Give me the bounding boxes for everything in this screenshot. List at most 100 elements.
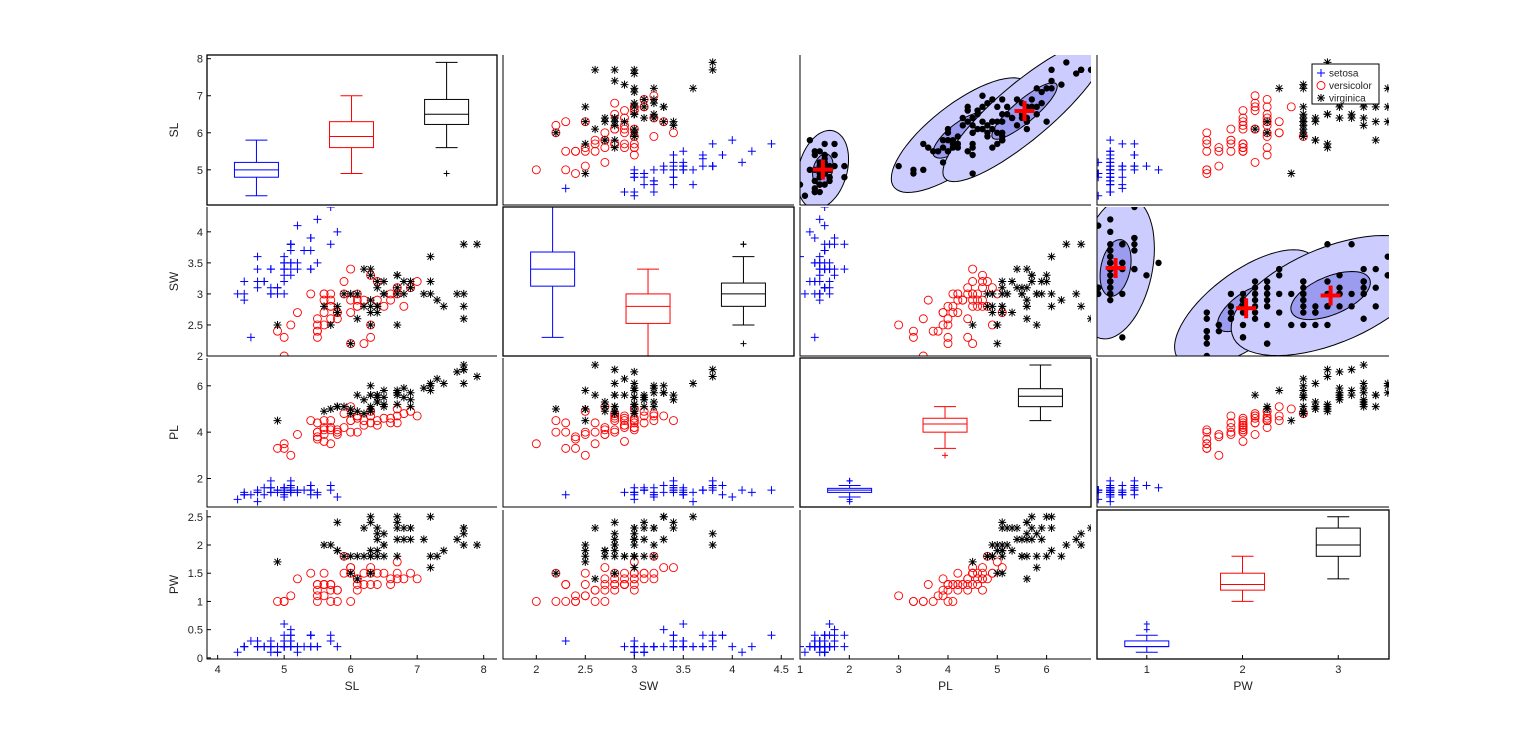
x-tick-label: 1 [1144, 664, 1150, 676]
panel-axes [1096, 207, 1389, 357]
panel-content [233, 207, 482, 356]
point-virginica [610, 136, 619, 145]
point-virginica [1360, 278, 1367, 285]
point-virginica [346, 404, 355, 413]
point-virginica [1077, 540, 1086, 549]
point-setosa [1106, 173, 1115, 182]
point-virginica [993, 569, 1002, 578]
point-versicolor [293, 574, 302, 584]
panel-axes [206, 358, 497, 508]
point-versicolor [968, 295, 978, 305]
point-versicolor [1238, 120, 1248, 130]
point-versicolor [1238, 427, 1248, 437]
y-axis-label-SW: SW [167, 271, 181, 291]
point-setosa [1118, 184, 1127, 193]
point-versicolor [1263, 290, 1271, 298]
point-versicolor [963, 574, 973, 584]
legend-entry-versicolor: versicolor [1329, 81, 1372, 92]
boxplot-versicolor [625, 268, 671, 356]
point-virginica [998, 546, 1007, 555]
point-versicolor [1226, 411, 1236, 421]
point-virginica [393, 283, 402, 292]
panel-SL-vs-SL [206, 54, 498, 206]
point-setosa [1107, 278, 1114, 285]
point-virginica [1022, 302, 1031, 311]
point-versicolor [352, 585, 362, 595]
point-versicolor [312, 427, 322, 437]
point-setosa [1107, 247, 1114, 254]
point-virginica [649, 113, 658, 122]
point-virginica [998, 302, 1007, 311]
point-versicolor [551, 416, 561, 426]
point-virginica [1312, 303, 1319, 310]
point-setosa [767, 486, 776, 495]
point-versicolor [1262, 102, 1272, 112]
point-versicolor [938, 585, 948, 595]
point-setosa [747, 642, 756, 651]
panel-axes [799, 55, 1091, 206]
point-versicolor [312, 332, 322, 342]
panel-content [827, 364, 1063, 505]
point-virginica [373, 283, 382, 292]
y-axis-label-SL: SL [167, 122, 181, 137]
mean-cross-setosa [1105, 257, 1126, 278]
point-virginica [630, 409, 639, 418]
point-virginica [1022, 283, 1031, 292]
point-setosa [689, 642, 698, 651]
point-setosa [280, 271, 289, 280]
point-versicolor [279, 439, 289, 449]
point-virginica [600, 117, 609, 126]
point-versicolor [620, 143, 629, 153]
point-virginica [1383, 388, 1389, 397]
point-versicolor [610, 98, 620, 108]
point-versicolor [968, 339, 978, 349]
point-virginica [366, 569, 375, 578]
point-setosa [821, 181, 828, 188]
point-versicolor [963, 332, 973, 342]
point-versicolor [895, 162, 902, 170]
point-versicolor [943, 332, 953, 342]
point-setosa [689, 180, 698, 189]
point-virginica [659, 512, 668, 521]
point-setosa [718, 151, 727, 159]
point-virginica [359, 552, 368, 561]
point-virginica [969, 170, 976, 177]
point-virginica [1008, 546, 1017, 555]
point-versicolor [326, 439, 336, 449]
point-virginica [1359, 102, 1368, 111]
point-virginica [366, 265, 375, 274]
point-virginica [649, 84, 658, 93]
point-versicolor [620, 413, 629, 423]
boxplot-virginica [1315, 516, 1361, 580]
point-setosa [1118, 165, 1127, 174]
point-versicolor [1288, 290, 1295, 298]
box [329, 121, 375, 149]
point-versicolor [1251, 278, 1259, 285]
point-virginica [1347, 365, 1356, 374]
point-virginica [640, 391, 649, 400]
point-virginica [989, 125, 996, 133]
point-versicolor [933, 326, 943, 336]
point-setosa [640, 169, 649, 178]
point-versicolor [312, 591, 322, 601]
point-setosa [816, 148, 823, 155]
point-virginica [320, 302, 329, 311]
point-versicolor [1251, 309, 1259, 316]
point-virginica [366, 512, 375, 521]
point-virginica [373, 393, 382, 402]
point-versicolor [319, 580, 329, 589]
point-versicolor [969, 144, 976, 151]
point-versicolor [332, 585, 342, 595]
point-virginica [591, 574, 600, 583]
point-virginica [1299, 374, 1308, 383]
panel-axes [1096, 55, 1389, 206]
point-setosa [326, 207, 335, 211]
point-virginica [610, 402, 619, 411]
point-versicolor [306, 568, 316, 578]
y-tick-label: 4 [197, 427, 203, 439]
panel-PW-vs-PW [1096, 509, 1390, 660]
point-virginica [1372, 265, 1379, 273]
point-virginica [1275, 386, 1284, 395]
point-versicolor [918, 351, 928, 356]
